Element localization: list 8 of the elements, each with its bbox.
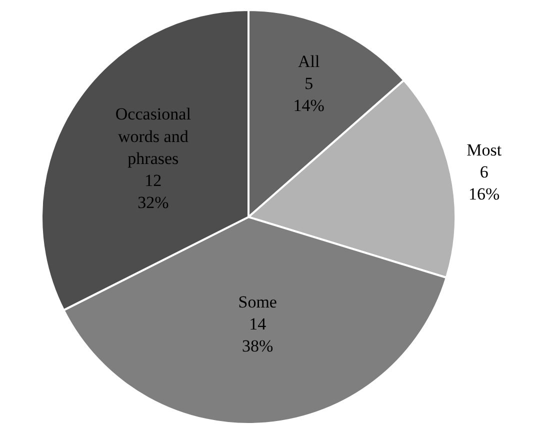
- data-label: 6 16%: [468, 162, 500, 204]
- slice-label: Occasional words and phrases: [115, 104, 192, 168]
- slice-label: All: [298, 52, 320, 71]
- data-label: 12 32%: [138, 170, 169, 212]
- slice-label: Most: [466, 140, 502, 160]
- slice-label: Some: [238, 292, 277, 312]
- data-label: 14 38%: [242, 314, 274, 356]
- data-label: 5 14%: [293, 74, 324, 116]
